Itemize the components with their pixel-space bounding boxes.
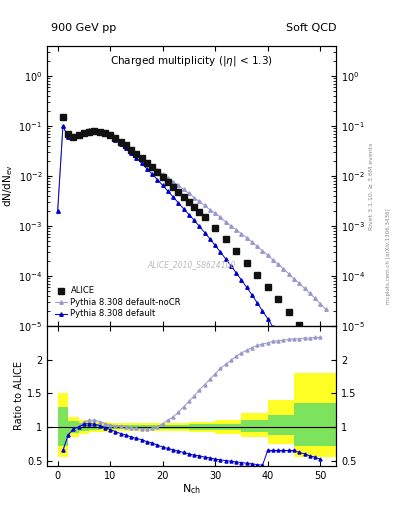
ALICE (82, 130, 86, 136)
Text: mcplots.cern.ch [arXiv:1306.3436]: mcplots.cern.ch [arXiv:1306.3436] (386, 208, 391, 304)
ALICE (265, 284, 270, 290)
Text: 900 GeV pp: 900 GeV pp (51, 23, 116, 33)
Pythia 8.308 default-noCR (234, 226, 239, 232)
ALICE (123, 142, 128, 148)
Text: ALICE_2010_S8624100: ALICE_2010_S8624100 (147, 260, 236, 269)
ALICE (192, 204, 196, 210)
ALICE (223, 236, 228, 242)
ALICE (297, 322, 301, 328)
Pythia 8.308 default-noCR (155, 167, 160, 174)
ALICE (66, 132, 70, 138)
ALICE (61, 114, 65, 120)
ALICE (87, 129, 92, 135)
ALICE (97, 129, 102, 135)
ALICE (145, 160, 149, 166)
Pythia 8.308 default (155, 177, 160, 183)
ALICE (255, 272, 260, 278)
ALICE (234, 248, 239, 254)
Pythia 8.308 default-noCR (323, 306, 328, 312)
ALICE (187, 199, 191, 205)
ALICE (244, 260, 249, 266)
Pythia 8.308 default-noCR (187, 190, 191, 197)
Pythia 8.308 default-noCR (55, 208, 60, 214)
Pythia 8.308 default (61, 123, 65, 129)
ALICE (318, 348, 323, 354)
ALICE (213, 225, 218, 231)
ALICE (129, 146, 134, 153)
ALICE (140, 155, 144, 161)
ALICE (103, 130, 107, 136)
Pythia 8.308 default-noCR (223, 219, 228, 225)
ALICE (181, 194, 186, 200)
Pythia 8.308 default-noCR (307, 290, 312, 296)
ALICE (113, 135, 118, 141)
Y-axis label: Ratio to ALICE: Ratio to ALICE (14, 361, 24, 431)
ALICE (176, 189, 181, 195)
Pythia 8.308 default-noCR (61, 123, 65, 129)
ALICE (286, 309, 291, 315)
ALICE (307, 335, 312, 341)
ALICE (76, 133, 81, 139)
X-axis label: N$_{\mathregular{ch}}$: N$_{\mathregular{ch}}$ (182, 482, 201, 496)
Y-axis label: dN/dN$_{\mathregular{ev}}$: dN/dN$_{\mathregular{ev}}$ (2, 164, 15, 207)
Legend: ALICE, Pythia 8.308 default-noCR, Pythia 8.308 default: ALICE, Pythia 8.308 default-noCR, Pythia… (51, 283, 184, 322)
Pythia 8.308 default (187, 211, 191, 218)
ALICE (165, 179, 170, 185)
Pythia 8.308 default (82, 130, 86, 136)
ALICE (160, 174, 165, 180)
Line: Pythia 8.308 default-noCR: Pythia 8.308 default-noCR (56, 124, 327, 311)
ALICE (134, 151, 139, 157)
ALICE (108, 133, 112, 139)
ALICE (150, 164, 154, 170)
Text: Charged multiplicity ($|\eta|$ < 1.3): Charged multiplicity ($|\eta|$ < 1.3) (110, 54, 273, 69)
ALICE (276, 296, 281, 303)
ALICE (92, 128, 97, 134)
Line: Pythia 8.308 default: Pythia 8.308 default (56, 124, 327, 423)
Line: ALICE: ALICE (60, 114, 323, 353)
ALICE (197, 209, 202, 215)
ALICE (171, 184, 176, 190)
Pythia 8.308 default (323, 419, 328, 425)
Pythia 8.308 default (307, 389, 312, 395)
Pythia 8.308 default (223, 256, 228, 262)
Pythia 8.308 default-noCR (82, 130, 86, 136)
ALICE (155, 169, 160, 175)
ALICE (71, 134, 76, 140)
Pythia 8.308 default (234, 270, 239, 276)
ALICE (202, 214, 207, 220)
Text: Soft QCD: Soft QCD (286, 23, 336, 33)
ALICE (118, 139, 123, 145)
Pythia 8.308 default (55, 208, 60, 214)
Y-axis label: Rivet 3.1.10, ≥ 3.6M events: Rivet 3.1.10, ≥ 3.6M events (369, 142, 374, 230)
